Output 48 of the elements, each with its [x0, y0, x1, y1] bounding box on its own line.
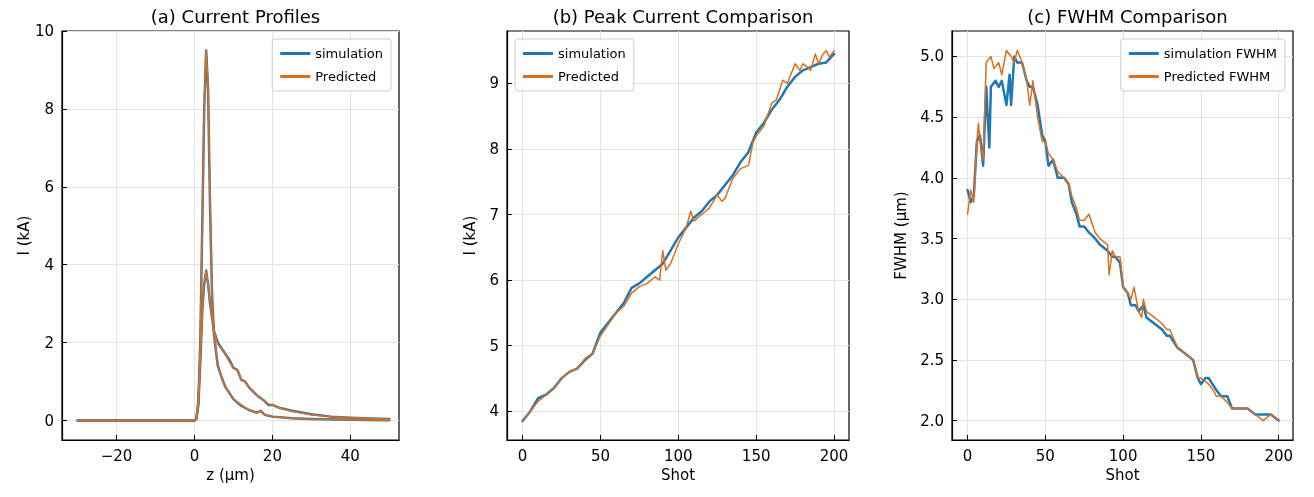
y-tick-label: 2	[44, 333, 54, 352]
y-tick-label: 7	[489, 205, 499, 224]
y-tick-label: 10	[34, 22, 54, 40]
y-tick-label: 0	[44, 411, 54, 430]
y-tick-label: 6	[44, 177, 54, 196]
legend-label: simulation	[315, 46, 384, 61]
x-tick-label: 0	[517, 446, 528, 465]
y-tick-label: 3.5	[920, 229, 944, 248]
x-tick-label: −20	[100, 446, 133, 465]
x-axis-title: Shot	[660, 466, 696, 485]
legend-label: simulation FWHM	[1163, 46, 1278, 61]
y-tick-label: 5.0	[920, 47, 944, 66]
y-axis-title: I (kA)	[14, 215, 33, 256]
x-tick-label: 0	[962, 446, 973, 465]
x-tick-label: 50	[590, 446, 610, 465]
chart-title: (a) Current Profiles	[150, 5, 321, 27]
x-tick-label: 100	[1108, 446, 1138, 465]
x-tick-label: 50	[1035, 446, 1055, 465]
y-tick-label: 2.5	[920, 350, 944, 369]
legend-label: Predicted	[558, 69, 620, 84]
y-tick-label: 4	[489, 402, 499, 421]
x-tick-label: 150	[741, 446, 771, 465]
x-axis-title: z (μm)	[206, 466, 255, 485]
y-tick-label: 8	[489, 139, 499, 158]
y-tick-label: 8	[44, 99, 54, 118]
y-tick-label: 3.0	[920, 290, 944, 309]
y-tick-label: 5	[489, 336, 499, 355]
x-axis-title: Shot	[1105, 466, 1140, 485]
y-tick-label: 4.0	[920, 168, 944, 187]
x-tick-label: 200	[1264, 446, 1294, 465]
x-tick-label: 200	[819, 446, 849, 465]
x-tick-label: 40	[340, 446, 360, 465]
y-axis-title: FWHM (μm)	[891, 191, 910, 280]
y-tick-label: 9	[489, 74, 499, 93]
x-tick-label: 150	[1186, 446, 1216, 465]
y-tick-label: 4	[44, 255, 54, 274]
chart-title: (b) Peak Current Comparison	[552, 5, 814, 27]
y-tick-label: 6	[489, 271, 499, 290]
legend-label: Predicted FWHM	[1163, 69, 1271, 84]
y-tick-label: 4.5	[920, 108, 944, 127]
x-tick-label: 100	[663, 446, 693, 465]
chart-title: (c) FWHM Comparison	[1027, 5, 1228, 27]
x-tick-label: 0	[189, 446, 200, 465]
legend-label: Predicted	[315, 69, 377, 84]
y-axis-title: I (kA)	[460, 215, 479, 256]
x-tick-label: 20	[262, 446, 282, 465]
y-tick-label: 2.0	[920, 411, 944, 430]
legend-label: simulation	[558, 46, 626, 61]
